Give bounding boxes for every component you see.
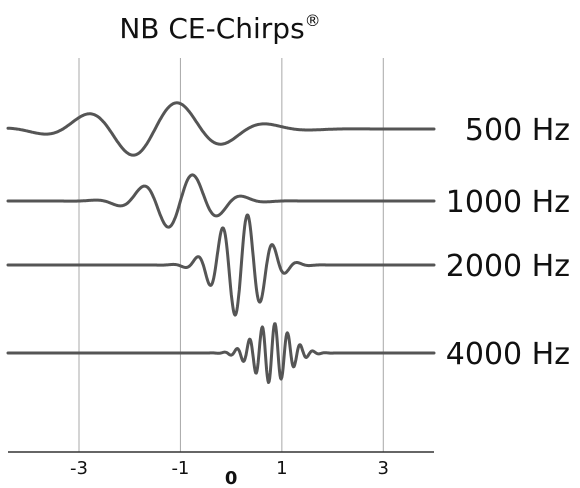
x-tick-label: 0: [225, 468, 238, 488]
series-label: 500 Hz: [465, 113, 570, 148]
x-tick-label: -1: [171, 458, 189, 479]
series-label: 4000 Hz: [446, 337, 570, 372]
series-trace: [8, 175, 434, 227]
series-label: 1000 Hz: [446, 185, 570, 220]
x-tick-label: 3: [378, 458, 389, 479]
series-label: 2000 Hz: [446, 249, 570, 284]
tick-layer: -3 -1 0 1 3: [70, 458, 389, 488]
chart-title-text: NB CE-Chirps: [119, 12, 304, 45]
x-tick-label: -3: [70, 458, 88, 479]
chart-title-registered-mark: ®: [305, 11, 321, 30]
chart-title: NB CE-Chirps®: [119, 11, 320, 45]
series-trace: [8, 324, 434, 383]
grid-layer: [79, 58, 383, 452]
series-trace: [8, 215, 434, 315]
x-tick-label: 1: [276, 458, 287, 479]
label-layer: 500 Hz 1000 Hz 2000 Hz 4000 Hz: [446, 113, 570, 372]
series-trace: [8, 103, 434, 155]
trace-layer: [8, 103, 434, 383]
